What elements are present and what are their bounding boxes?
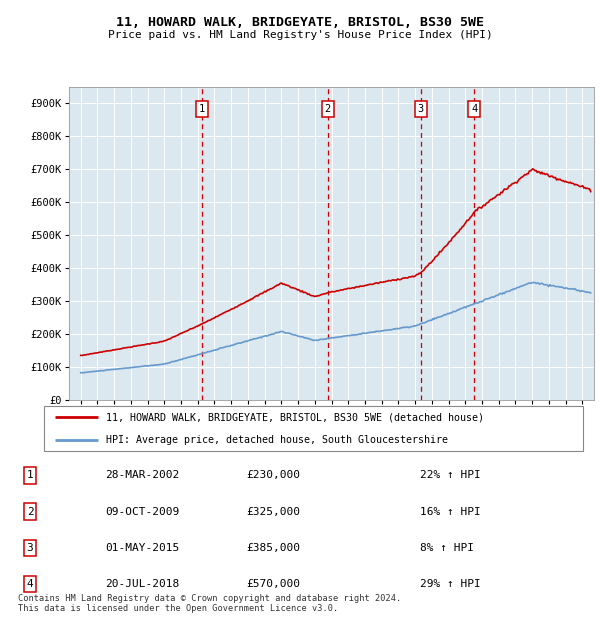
Text: 1: 1 bbox=[199, 104, 205, 113]
Text: 3: 3 bbox=[418, 104, 424, 113]
FancyBboxPatch shape bbox=[44, 406, 583, 451]
Text: £570,000: £570,000 bbox=[246, 579, 300, 589]
Text: £230,000: £230,000 bbox=[246, 471, 300, 480]
Text: 01-MAY-2015: 01-MAY-2015 bbox=[105, 542, 179, 552]
Text: 3: 3 bbox=[26, 542, 34, 552]
Text: £385,000: £385,000 bbox=[246, 542, 300, 552]
Text: 4: 4 bbox=[26, 579, 34, 589]
Text: 29% ↑ HPI: 29% ↑ HPI bbox=[420, 579, 481, 589]
Text: 20-JUL-2018: 20-JUL-2018 bbox=[105, 579, 179, 589]
Text: 1: 1 bbox=[26, 471, 34, 480]
Text: 4: 4 bbox=[472, 104, 478, 113]
Text: 8% ↑ HPI: 8% ↑ HPI bbox=[420, 542, 474, 552]
Text: HPI: Average price, detached house, South Gloucestershire: HPI: Average price, detached house, Sout… bbox=[106, 435, 448, 445]
Text: £325,000: £325,000 bbox=[246, 507, 300, 516]
Text: 16% ↑ HPI: 16% ↑ HPI bbox=[420, 507, 481, 516]
Text: 22% ↑ HPI: 22% ↑ HPI bbox=[420, 471, 481, 480]
Text: Price paid vs. HM Land Registry's House Price Index (HPI): Price paid vs. HM Land Registry's House … bbox=[107, 30, 493, 40]
Text: 09-OCT-2009: 09-OCT-2009 bbox=[105, 507, 179, 516]
Text: 11, HOWARD WALK, BRIDGEYATE, BRISTOL, BS30 5WE (detached house): 11, HOWARD WALK, BRIDGEYATE, BRISTOL, BS… bbox=[106, 412, 484, 422]
Text: 11, HOWARD WALK, BRIDGEYATE, BRISTOL, BS30 5WE: 11, HOWARD WALK, BRIDGEYATE, BRISTOL, BS… bbox=[116, 16, 484, 29]
Text: Contains HM Land Registry data © Crown copyright and database right 2024.
This d: Contains HM Land Registry data © Crown c… bbox=[18, 594, 401, 613]
Text: 2: 2 bbox=[325, 104, 331, 113]
Text: 28-MAR-2002: 28-MAR-2002 bbox=[105, 471, 179, 480]
Text: 2: 2 bbox=[26, 507, 34, 516]
